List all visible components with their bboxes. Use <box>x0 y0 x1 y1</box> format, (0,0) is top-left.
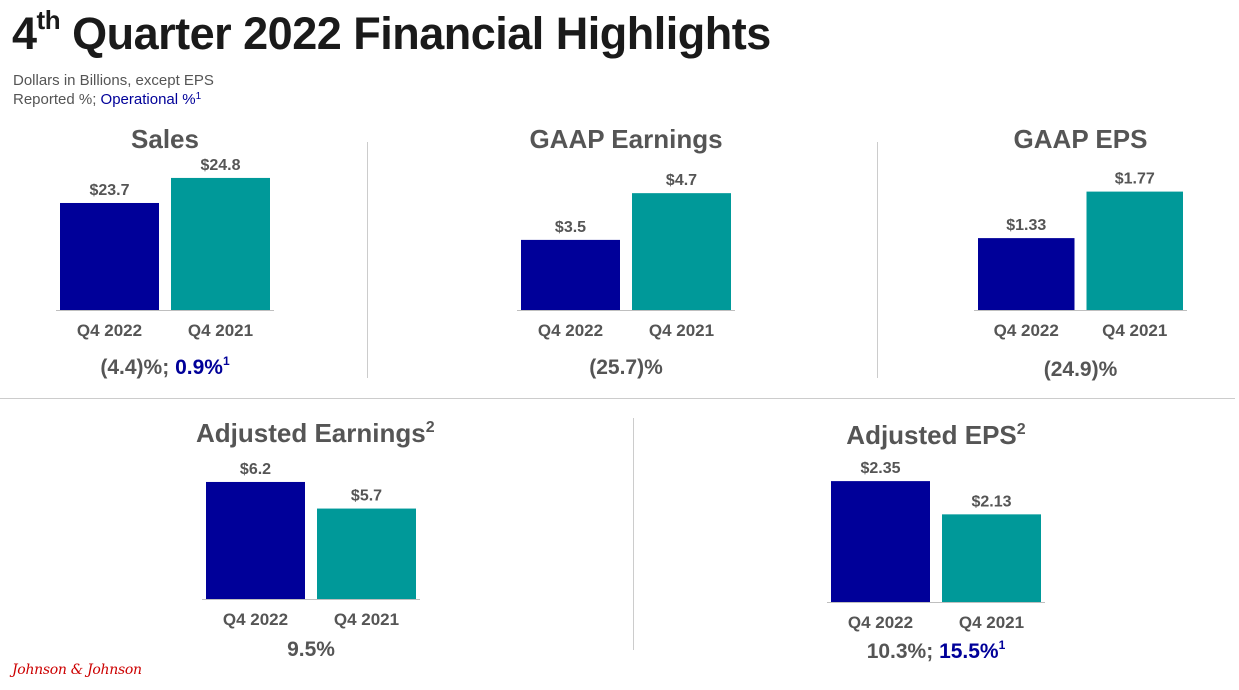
bar-q4-2021 <box>632 193 731 310</box>
divider-horizontal <box>0 398 1235 399</box>
gaap-earnings-panel: GAAP Earnings $3.5 Q4 2022 $4.7 Q4 2021 (25… <box>511 124 741 389</box>
adjusted-earnings-panel: Adjusted Earnings2 $6.2 Q4 2022 $5.7 Q4 202… <box>196 418 435 668</box>
growth-rate: (24.9)% <box>1043 358 1118 381</box>
category-label: Q4 2022 <box>848 613 913 632</box>
category-label: Q4 2021 <box>1102 321 1167 340</box>
data-label: $2.13 <box>971 493 1011 510</box>
data-label: $1.77 <box>1115 171 1155 188</box>
units-note: Dollars in Billions, except EPS <box>13 72 214 89</box>
company-logo: Johnson & Johnson <box>12 662 142 678</box>
category-label: Q4 2021 <box>334 610 399 629</box>
panel-title: Adjusted EPS2 <box>846 420 1026 450</box>
growth-rate: 9.5% <box>287 638 335 661</box>
data-label: $4.7 <box>666 172 697 189</box>
growth-legend: Reported %; Operational %1 <box>13 91 202 108</box>
divider-vertical-bottom <box>633 418 634 650</box>
data-label: $6.2 <box>240 461 271 478</box>
data-label: $1.33 <box>1006 217 1046 234</box>
adjusted-eps-panel: Adjusted EPS2 $2.35 Q4 2022 $2.13 Q4 2021 1… <box>821 418 1051 668</box>
operational-legend: Operational % <box>100 91 196 108</box>
bar-q4-2021 <box>1086 191 1183 310</box>
divider-vertical-top-1 <box>367 142 368 378</box>
sales-chart: $23.7 Q4 2022 $24.8 Q4 2021 <box>56 157 274 340</box>
category-label: Q4 2022 <box>77 321 142 340</box>
adjusted-eps-chart: $2.35 Q4 2022 $2.13 Q4 2021 <box>827 460 1045 632</box>
gaap-eps-chart: $1.33 Q4 2022 $1.77 Q4 2021 <box>974 171 1187 340</box>
panel-title: GAAP Earnings <box>529 124 723 154</box>
bar-q4-2022 <box>206 481 305 599</box>
bar-q4-2021 <box>171 177 270 310</box>
operational-growth: 0.9% <box>175 356 223 379</box>
growth-rate: (4.4)%; 0.9%1 <box>100 354 230 379</box>
panel-title: Sales <box>131 124 199 154</box>
bar-q4-2022 <box>521 239 620 310</box>
bar-q4-2022 <box>978 238 1075 310</box>
bar-q4-2021 <box>942 514 1041 602</box>
category-label: Q4 2021 <box>959 613 1024 632</box>
data-label: $23.7 <box>89 182 129 199</box>
divider-vertical-top-2 <box>877 142 878 378</box>
category-label: Q4 2022 <box>223 610 288 629</box>
growth-rate: 10.3%; 15.5%1 <box>866 638 1006 663</box>
growth-rate: (25.7)% <box>589 356 663 379</box>
gaap-earnings-chart: $3.5 Q4 2022 $4.7 Q4 2021 <box>517 172 735 340</box>
operational-growth: 15.5% <box>939 640 999 663</box>
page-title: 4th Quarter 2022 Financial Highlights <box>12 5 771 59</box>
panel-title: GAAP EPS <box>1013 124 1148 154</box>
panel-title: Adjusted Earnings2 <box>196 418 435 448</box>
bar-q4-2021 <box>317 508 416 599</box>
category-label: Q4 2021 <box>188 321 253 340</box>
bar-q4-2022 <box>60 202 159 310</box>
data-label: $5.7 <box>351 488 382 505</box>
gaap-eps-panel: GAAP EPS $1.33 Q4 2022 $1.77 Q4 2021 (24.9)… <box>968 124 1193 389</box>
category-label: Q4 2022 <box>994 321 1059 340</box>
sales-panel: Sales $23.7 Q4 2022 $24.8 Q4 2021 (4.4)%; 0… <box>50 124 280 389</box>
bar-q4-2022 <box>831 481 930 602</box>
adjusted-earnings-chart: $6.2 Q4 2022 $5.7 Q4 2021 <box>202 461 420 629</box>
data-label: $3.5 <box>555 219 586 236</box>
data-label: $2.35 <box>860 460 900 477</box>
category-label: Q4 2021 <box>649 321 714 340</box>
category-label: Q4 2022 <box>538 321 603 340</box>
data-label: $24.8 <box>200 157 240 174</box>
